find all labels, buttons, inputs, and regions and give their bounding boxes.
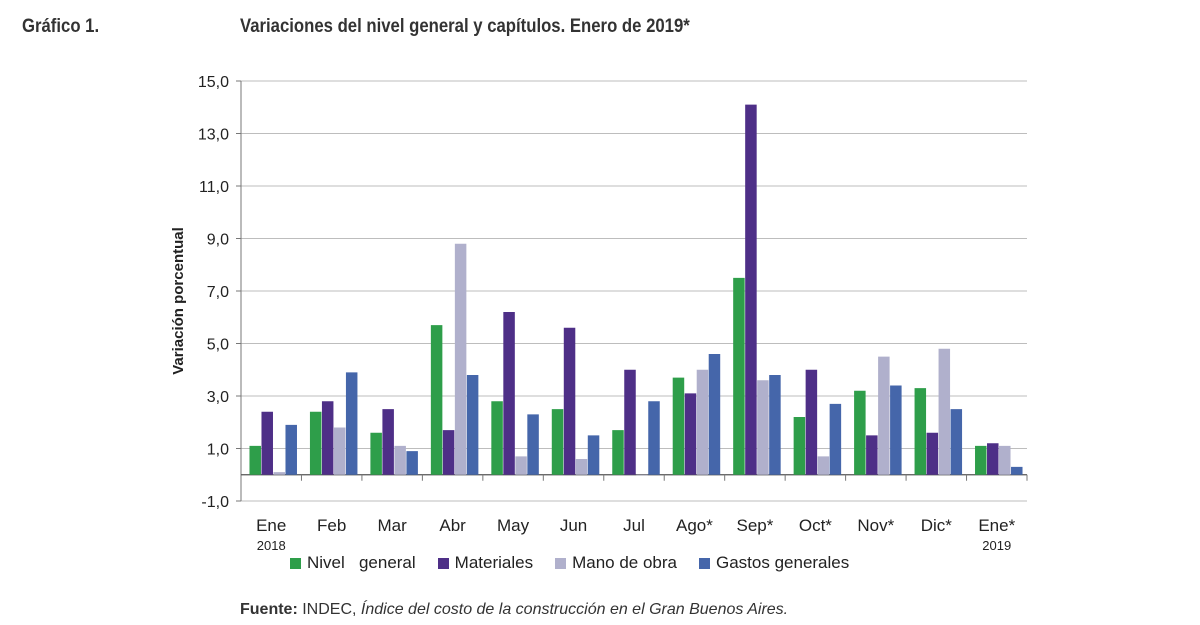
bar-materiales-1 bbox=[321, 401, 334, 475]
bar-gastos-generales-1 bbox=[345, 372, 358, 475]
bar-nivel-general-8 bbox=[733, 277, 745, 475]
y-tick-label: 5,0 bbox=[207, 337, 229, 354]
bar-nivel-general-11 bbox=[914, 388, 927, 475]
x-tick-label: May bbox=[497, 516, 530, 535]
legend-label-mano-de-obra: Mano de obra bbox=[572, 553, 677, 572]
bar-gastos-generales-2 bbox=[406, 451, 418, 475]
legend-swatch-nivel-general bbox=[290, 557, 301, 569]
bar-nivel-general-9 bbox=[793, 417, 806, 475]
figure-label: Gráfico 1. bbox=[22, 16, 100, 37]
bar-gastos-generales-6 bbox=[648, 401, 660, 475]
legend-swatch-gastos-generales bbox=[699, 557, 710, 569]
x-tick-label: Sep* bbox=[736, 516, 773, 535]
y-tick-label: 13,0 bbox=[198, 127, 229, 144]
bar-mano-de-obra-2 bbox=[394, 445, 406, 475]
x-tick-label: Dic* bbox=[921, 516, 953, 535]
bar-mano-de-obra-6 bbox=[636, 474, 648, 476]
bar-materiales-6 bbox=[624, 369, 636, 475]
x-tick-label: Mar bbox=[378, 516, 408, 535]
bar-nivel-general-2 bbox=[370, 432, 382, 475]
bar-gastos-generales-4 bbox=[527, 414, 539, 475]
bar-gastos-generales-12 bbox=[1011, 466, 1023, 475]
bar-nivel-general-1 bbox=[309, 411, 322, 475]
bar-materiales-7 bbox=[684, 393, 697, 475]
bar-gastos-generales-5 bbox=[587, 435, 600, 475]
bar-gastos-generales-8 bbox=[769, 375, 781, 475]
bar-mano-de-obra-1 bbox=[333, 427, 346, 475]
x-tick-sublabel: 2018 bbox=[257, 538, 286, 553]
source-label: Fuente: bbox=[240, 601, 298, 618]
bar-mano-de-obra-4 bbox=[515, 456, 527, 475]
bar-materiales-11 bbox=[926, 432, 939, 475]
bar-materiales-4 bbox=[503, 312, 515, 475]
bar-materiales-3 bbox=[442, 430, 455, 475]
y-tick-label: -1,0 bbox=[201, 494, 229, 511]
bar-mano-de-obra-11 bbox=[938, 348, 951, 475]
bar-materiales-10 bbox=[866, 435, 878, 475]
bar-mano-de-obra-5 bbox=[575, 459, 588, 475]
bar-gastos-generales-0 bbox=[285, 424, 297, 475]
bar-nivel-general-6 bbox=[612, 430, 624, 475]
bar-gastos-generales-3 bbox=[466, 375, 479, 475]
bar-nivel-general-5 bbox=[551, 409, 564, 475]
bar-materiales-0 bbox=[261, 411, 273, 475]
x-tick-label: Abr bbox=[439, 516, 466, 535]
bar-nivel-general-4 bbox=[491, 401, 503, 475]
x-tick-sublabel: 2019 bbox=[982, 538, 1011, 553]
bar-gastos-generales-10 bbox=[890, 385, 902, 475]
bar-nivel-general-3 bbox=[430, 325, 443, 475]
bar-materiales-5 bbox=[563, 327, 576, 475]
x-tick-label: Ene bbox=[256, 516, 286, 535]
bar-nivel-general-0 bbox=[249, 445, 261, 475]
x-tick-label: Jun bbox=[560, 516, 587, 535]
bar-gastos-generales-9 bbox=[829, 403, 842, 475]
bar-materiales-8 bbox=[745, 104, 757, 475]
bar-mano-de-obra-7 bbox=[696, 369, 709, 475]
legend-label-gastos-generales: Gastos generales bbox=[716, 553, 850, 572]
y-tick-label: 1,0 bbox=[207, 442, 229, 459]
y-tick-label: 3,0 bbox=[207, 389, 229, 406]
bar-gastos-generales-7 bbox=[708, 354, 721, 475]
y-axis-label: Variación porcentual bbox=[170, 227, 187, 375]
x-tick-label: Jul bbox=[623, 516, 645, 535]
bar-nivel-general-12 bbox=[975, 445, 987, 475]
x-tick-label: Feb bbox=[317, 516, 346, 535]
x-tick-label: Oct* bbox=[799, 516, 832, 535]
bar-nivel-general-10 bbox=[854, 390, 866, 475]
bar-mano-de-obra-8 bbox=[757, 380, 769, 475]
source-title: Índice del costo de la construcción en e… bbox=[360, 601, 789, 618]
legend-label-materiales: Materiales bbox=[454, 553, 534, 572]
legend-item-nivel-general: Nivel general bbox=[290, 553, 416, 573]
legend-label-nivel-general: Nivel general bbox=[307, 553, 416, 572]
x-tick-label: Ago* bbox=[676, 516, 713, 535]
source-note: Fuente: INDEC, Índice del costo de la co… bbox=[240, 601, 788, 619]
legend-item-gastos-generales: Gastos generales bbox=[699, 553, 849, 573]
y-tick-label: 9,0 bbox=[207, 232, 229, 249]
legend-swatch-materiales bbox=[437, 557, 449, 569]
legend-swatch-mano-de-obra bbox=[555, 557, 567, 569]
bar-materiales-12 bbox=[987, 443, 999, 475]
bar-materiales-2 bbox=[382, 409, 394, 475]
legend: Nivel general Materiales Mano de obra Ga… bbox=[290, 553, 871, 573]
x-tick-label: Ene* bbox=[978, 516, 1015, 535]
chart-title: Variaciones del nivel general y capítulo… bbox=[240, 16, 690, 37]
bar-gastos-generales-11 bbox=[950, 409, 963, 475]
y-tick-label: 15,0 bbox=[198, 74, 229, 91]
source-org: INDEC, bbox=[297, 601, 361, 618]
bar-mano-de-obra-9 bbox=[817, 456, 830, 475]
legend-item-materiales: Materiales bbox=[437, 553, 534, 573]
y-tick-label: 7,0 bbox=[207, 284, 229, 301]
bar-mano-de-obra-12 bbox=[999, 445, 1011, 475]
y-tick-label: 11,0 bbox=[199, 179, 229, 196]
bar-materiales-9 bbox=[805, 369, 818, 475]
bar-mano-de-obra-10 bbox=[878, 356, 890, 475]
bar-nivel-general-7 bbox=[672, 377, 685, 475]
legend-item-mano-de-obra: Mano de obra bbox=[555, 553, 677, 573]
bar-mano-de-obra-0 bbox=[273, 472, 285, 475]
x-tick-label: Nov* bbox=[857, 516, 894, 535]
bar-mano-de-obra-3 bbox=[454, 243, 467, 475]
